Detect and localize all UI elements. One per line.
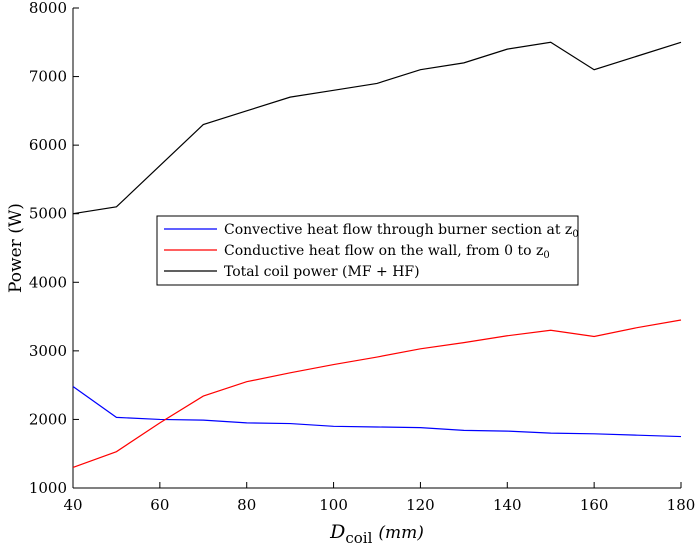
x-tick-label: 140 [493,496,522,514]
y-tick-label: 5000 [29,205,67,223]
x-tick-label: 100 [319,496,348,514]
ticks: 40 60 80 100 120 140 160 180 1000 2000 3000 4000 500… [29,0,696,514]
legend-entry-label: Conductive heat flow on the wall, from 0… [224,243,550,261]
x-axis-label: Dcoil (mm) [329,521,424,547]
x-tick-label: 80 [237,496,256,514]
series-line-3 [72,41,682,215]
y-tick-label: 1000 [29,479,67,497]
legend-entry-label: Total coil power (MF + HF) [224,264,420,280]
y-tick-label: 8000 [29,0,67,17]
legend-entry-label: Convective heat flow through burner sect… [224,222,579,240]
y-tick-label: 6000 [29,136,67,154]
series-lines [72,41,682,468]
y-axis-label: Power (W) [6,203,26,293]
x-tick-label: 40 [63,496,82,514]
y-tick-label: 4000 [29,273,67,291]
series-line-2 [72,319,682,468]
x-tick-label: 60 [150,496,169,514]
y-tick-label: 2000 [29,410,67,428]
axes [72,8,681,489]
series-line-1 [72,386,682,438]
x-tick-label: 120 [406,496,435,514]
y-tick-label: 7000 [29,68,67,86]
legend-box [156,215,579,286]
legend-entry-subscript: 0 [543,250,549,261]
x-tick-label: 160 [580,496,609,514]
legend-entry-subscript: 0 [572,229,578,240]
x-tick-label: 180 [667,496,696,514]
legend: Convective heat flow through burner sect… [156,215,579,286]
axis-labels: Power (W) Dcoil (mm) [6,203,424,547]
y-tick-label: 3000 [29,342,67,360]
